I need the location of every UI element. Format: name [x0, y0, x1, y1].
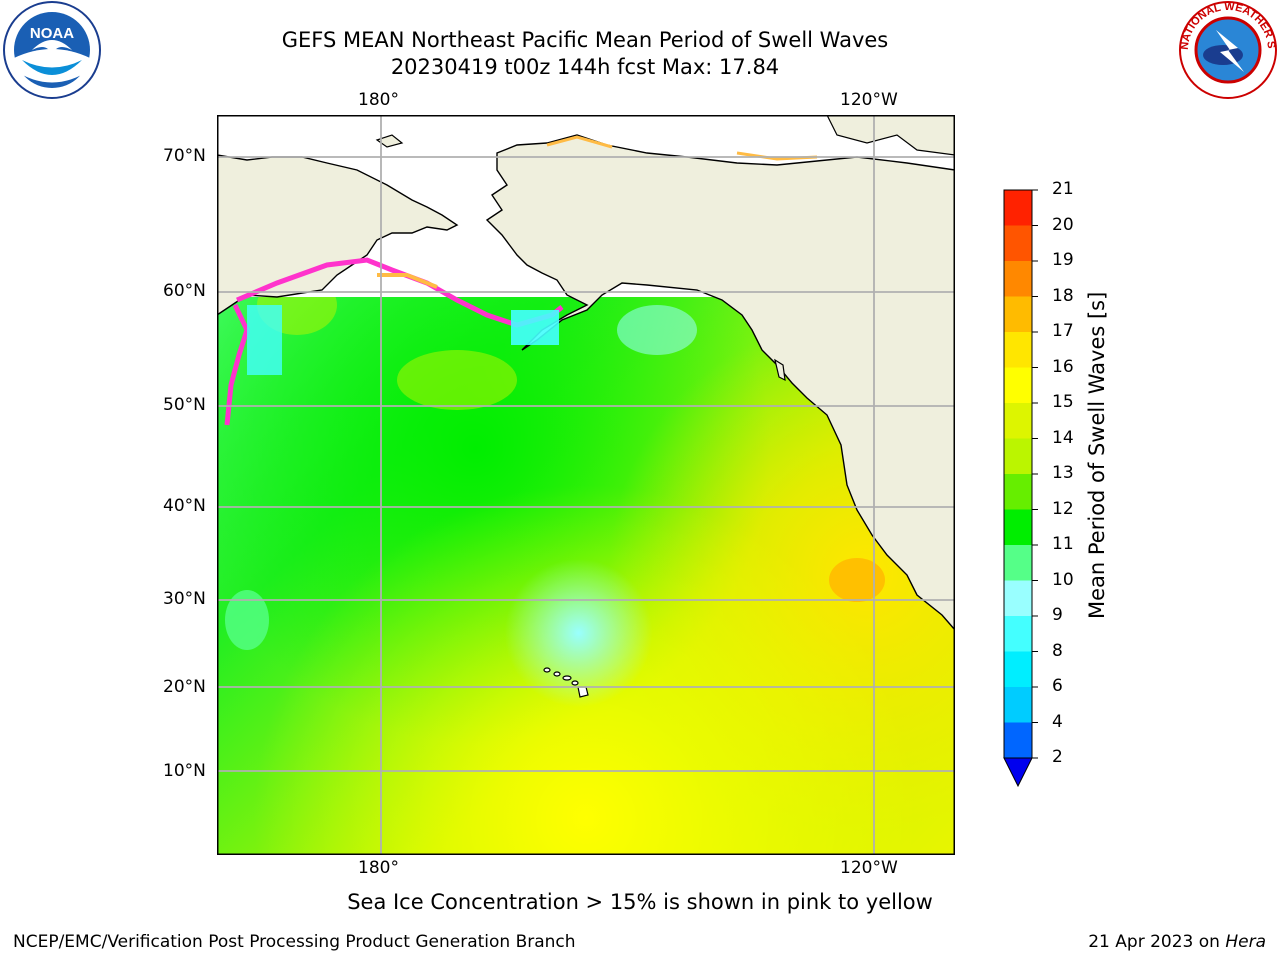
colorbar-labels: 2 4 6 8 9 10 11 12 13 14 15 16 17 18 19 20 21 [1052, 179, 1102, 790]
footer-date-text: 21 Apr 2023 on [1088, 932, 1226, 952]
chart-title: GEFS MEAN Northeast Pacific Mean Period … [281, 28, 889, 52]
colorbar-segment [1004, 474, 1032, 510]
map-panel [217, 115, 955, 855]
colorbar-under-arrow [1003, 757, 1033, 788]
colorbar-level-label: 19 [1052, 250, 1074, 270]
colorbar-segment [1004, 545, 1032, 581]
lon-label-top-120w: 120°W [840, 90, 898, 110]
colorbar-level-label: 6 [1052, 676, 1063, 696]
colorbar-segment [1004, 438, 1032, 474]
lat-label-70n: 70°N [163, 146, 206, 166]
colorbar-segment [1004, 367, 1032, 403]
colorbar-level-label: 16 [1052, 356, 1074, 377]
sea-ice-note: Sea Ice Concentration > 15% is shown in … [347, 890, 933, 914]
colorbar-level-label: 2 [1052, 747, 1063, 767]
footer-machine: Hera [1225, 932, 1266, 952]
lat-label-50n: 50°N [163, 395, 206, 415]
colorbar-level-label: 15 [1052, 392, 1074, 412]
lat-label-30n: 30°N [163, 589, 206, 609]
colorbar-segment [1004, 190, 1032, 226]
colorbar-level-label: 11 [1052, 534, 1074, 554]
lon-label-bottom-180: 180° [358, 858, 399, 878]
colorbar-level-label: 18 [1052, 285, 1074, 306]
colorbar-segment [1004, 616, 1032, 652]
colorbar-segment [1004, 296, 1032, 332]
north-america-land [485, 134, 955, 632]
colorbar-level-label: 9 [1052, 605, 1063, 625]
map-frame [217, 115, 955, 855]
colorbar [995, 180, 1055, 790]
colorbar-segment [1004, 580, 1032, 616]
footer-organization: NCEP/EMC/Verification Post Processing Pr… [13, 932, 576, 952]
colorbar-level-label: 10 [1052, 569, 1074, 590]
footer-date: 21 Apr 2023 on Hera [1088, 932, 1266, 952]
arctic-islands [826, 115, 955, 156]
colorbar-level-label: 8 [1052, 640, 1063, 661]
lat-label-40n: 40°N [163, 496, 206, 516]
noaa-logo-text: NOAA [30, 25, 74, 42]
colorbar-level-label: 14 [1052, 427, 1074, 448]
colorbar-level-label: 21 [1052, 179, 1074, 199]
colorbar-level-label: 17 [1052, 321, 1074, 341]
lat-label-60n: 60°N [163, 281, 206, 301]
colorbar-segment [1004, 225, 1032, 261]
colorbar-level-label: 20 [1052, 214, 1074, 235]
colorbar-segment [1004, 687, 1032, 723]
colorbar-segment [1004, 722, 1032, 758]
lat-label-20n: 20°N [163, 677, 206, 697]
chart-subtitle: 20230419 t00z 144h fcst Max: 17.84 [390, 55, 780, 79]
colorbar-segment [1004, 332, 1032, 368]
lon-label-bottom-120w: 120°W [840, 858, 898, 878]
lon-label-top-180: 180° [358, 90, 399, 110]
noaa-logo: NOAA [2, 0, 102, 100]
lat-label-10n: 10°N [163, 761, 206, 781]
siberia-land [217, 154, 459, 316]
nws-logo: NATIONAL WEATHER SERVICE [1178, 0, 1278, 100]
colorbar-segment [1004, 651, 1032, 687]
colorbar-segment [1004, 509, 1032, 545]
colorbar-level-label: 12 [1052, 498, 1074, 519]
colorbar-level-label: 13 [1052, 463, 1074, 483]
colorbar-level-label: 4 [1052, 711, 1063, 732]
colorbar-title: Mean Period of Swell Waves [s] [1085, 291, 1109, 619]
graticule [217, 115, 955, 855]
colorbar-segment [1004, 403, 1032, 439]
colorbar-segment [1004, 261, 1032, 297]
